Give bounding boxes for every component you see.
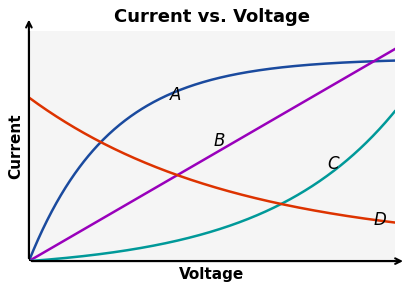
Title: Current vs. Voltage: Current vs. Voltage	[114, 8, 310, 26]
Text: B: B	[213, 132, 225, 150]
Text: C: C	[327, 155, 338, 173]
Text: A: A	[170, 86, 181, 104]
X-axis label: Voltage: Voltage	[179, 267, 245, 282]
Y-axis label: Current: Current	[8, 113, 23, 179]
Text: D: D	[374, 211, 387, 229]
